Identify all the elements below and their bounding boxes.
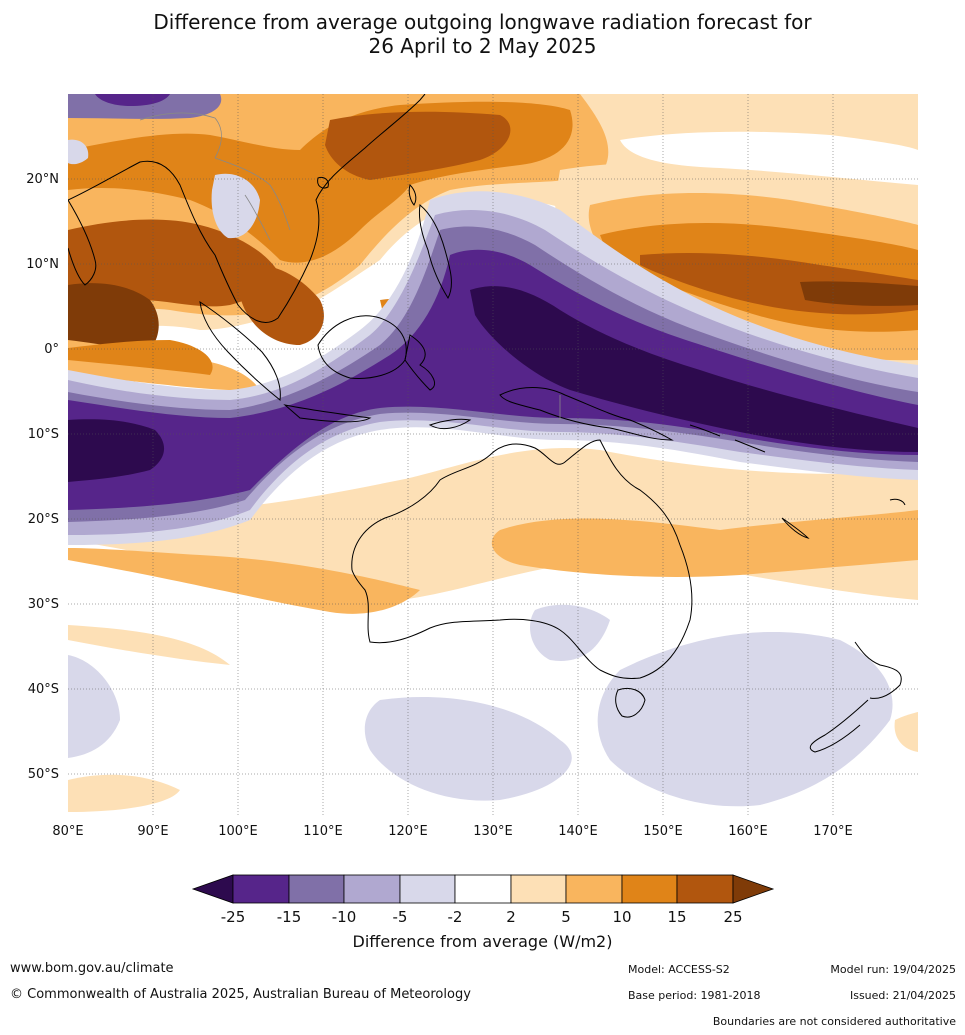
boundaries-disclaimer: Boundaries are not considered authoritat… bbox=[712, 1015, 956, 1028]
sw-orange-patch bbox=[68, 625, 230, 665]
colorbar-tick-label: 2 bbox=[506, 908, 516, 926]
asia-mainland-coast bbox=[68, 94, 426, 323]
colorbar-tick-label: 5 bbox=[561, 908, 571, 926]
new-zealand-north bbox=[854, 641, 902, 699]
colorbar-swatch bbox=[288, 874, 345, 904]
lon-tick-label: 170°E bbox=[813, 824, 853, 839]
south-lavender-aus bbox=[530, 604, 610, 661]
far-south-orange bbox=[68, 774, 180, 812]
lat-tick-label: 20°S bbox=[28, 512, 59, 527]
lon-tick-label: 90°E bbox=[137, 824, 168, 839]
colorbar-tick-label: -5 bbox=[393, 908, 408, 926]
model-run-date: Model run: 19/04/2025 bbox=[830, 963, 956, 976]
map-field bbox=[68, 94, 918, 816]
south-lavender-east bbox=[597, 631, 893, 807]
pacific-brown-core bbox=[800, 281, 918, 306]
colorbar-swatch bbox=[454, 874, 512, 904]
coastlines bbox=[68, 94, 906, 753]
issued-date: Issued: 21/04/2025 bbox=[849, 989, 956, 1002]
hainan-coast bbox=[317, 177, 329, 189]
fiji-coast bbox=[889, 498, 906, 506]
lon-tick-label: 100°E bbox=[218, 824, 258, 839]
solomon-islands bbox=[689, 424, 766, 453]
model-name: Model: ACCESS-S2 bbox=[628, 963, 730, 976]
colorbar-extend-low bbox=[191, 874, 234, 904]
colorbar-swatch bbox=[510, 874, 567, 904]
map-title-line1: Difference from average outgoing longwav… bbox=[153, 10, 812, 34]
lon-tick-label: 120°E bbox=[388, 824, 428, 839]
colorbar-tick-label: -15 bbox=[277, 908, 302, 926]
south-lavender-central bbox=[364, 696, 572, 801]
sumatra-coast bbox=[199, 300, 281, 401]
colorbar-tick-label: -25 bbox=[221, 908, 246, 926]
new-guinea-coast bbox=[499, 387, 674, 441]
colorbar-swatch bbox=[343, 874, 401, 904]
purple-band-core-east bbox=[470, 286, 918, 452]
lat-tick-label: 10°N bbox=[26, 257, 59, 272]
lon-axis: 80°E 90°E 100°E 110°E 120°E 130°E 140°E … bbox=[52, 824, 852, 839]
map-title: Difference from average outgoing longwav… bbox=[0, 10, 965, 58]
website-link[interactable]: www.bom.gov.au/climate bbox=[10, 961, 174, 976]
lat-tick-label: 10°S bbox=[28, 427, 59, 442]
tasmania-coast bbox=[615, 687, 646, 718]
new-caledonia bbox=[781, 517, 810, 539]
colorbar-swatch bbox=[565, 874, 623, 904]
colorbar-swatch bbox=[232, 874, 290, 904]
south-china-sea-brown bbox=[325, 111, 511, 180]
nz-east-orange bbox=[894, 712, 918, 752]
tibet-purple-dark bbox=[95, 94, 170, 106]
colorbar-tick-label: 10 bbox=[612, 908, 631, 926]
lat-tick-label: 30°S bbox=[28, 597, 59, 612]
north-white-gap bbox=[620, 131, 918, 185]
colorbar-extend-high bbox=[732, 874, 775, 904]
lon-tick-label: 150°E bbox=[643, 824, 683, 839]
indochina-brown bbox=[237, 264, 324, 345]
sulawesi-coast bbox=[404, 334, 435, 391]
map-title-line2: 26 April to 2 May 2025 bbox=[368, 34, 597, 58]
lat-tick-label: 40°S bbox=[28, 682, 59, 697]
nw-lavender bbox=[68, 139, 89, 165]
india-coast bbox=[68, 199, 97, 286]
java-coast bbox=[283, 404, 372, 423]
lat-axis: 20°N 10°N 0° 10°S 20°S 30°S 40°S 50°S bbox=[26, 172, 59, 782]
lon-tick-label: 160°E bbox=[728, 824, 768, 839]
lon-tick-label: 110°E bbox=[303, 824, 343, 839]
colorbar-tick-label: 25 bbox=[723, 908, 742, 926]
taiwan-coast bbox=[408, 184, 417, 206]
colorbar-swatch bbox=[621, 874, 678, 904]
country-borders bbox=[139, 112, 561, 420]
colorbar-tick-label: -10 bbox=[332, 908, 357, 926]
colorbar: -25 -15 -10 -5 -2 2 5 10 15 25 bbox=[191, 874, 775, 926]
timor-coast bbox=[428, 418, 472, 430]
lon-tick-label: 80°E bbox=[52, 824, 83, 839]
lat-tick-label: 20°N bbox=[26, 172, 59, 187]
aus-orange-patch bbox=[491, 510, 918, 577]
copyright-text: © Commonwealth of Australia 2025, Austra… bbox=[10, 987, 471, 1002]
colorbar-swatch bbox=[676, 874, 734, 904]
south-orange-band-inner bbox=[68, 548, 420, 614]
lon-tick-label: 140°E bbox=[558, 824, 598, 839]
philippines-coast bbox=[419, 204, 452, 300]
lat-tick-label: 50°S bbox=[28, 767, 59, 782]
indochina-lavender bbox=[211, 173, 260, 239]
south-lavender-west bbox=[68, 655, 120, 758]
base-period: Base period: 1981-2018 bbox=[628, 989, 761, 1002]
new-zealand-south bbox=[809, 699, 869, 753]
lat-tick-label: 0° bbox=[44, 342, 59, 357]
purple-band-core-west bbox=[68, 419, 165, 482]
graticule bbox=[68, 94, 918, 816]
colorbar-tick-label: 15 bbox=[667, 908, 686, 926]
colorbar-tick-label: -2 bbox=[448, 908, 463, 926]
colorbar-label: Difference from average (W/m2) bbox=[352, 932, 613, 951]
australia-coast bbox=[351, 439, 693, 679]
lon-tick-label: 130°E bbox=[473, 824, 513, 839]
colorbar-swatch bbox=[399, 874, 456, 904]
